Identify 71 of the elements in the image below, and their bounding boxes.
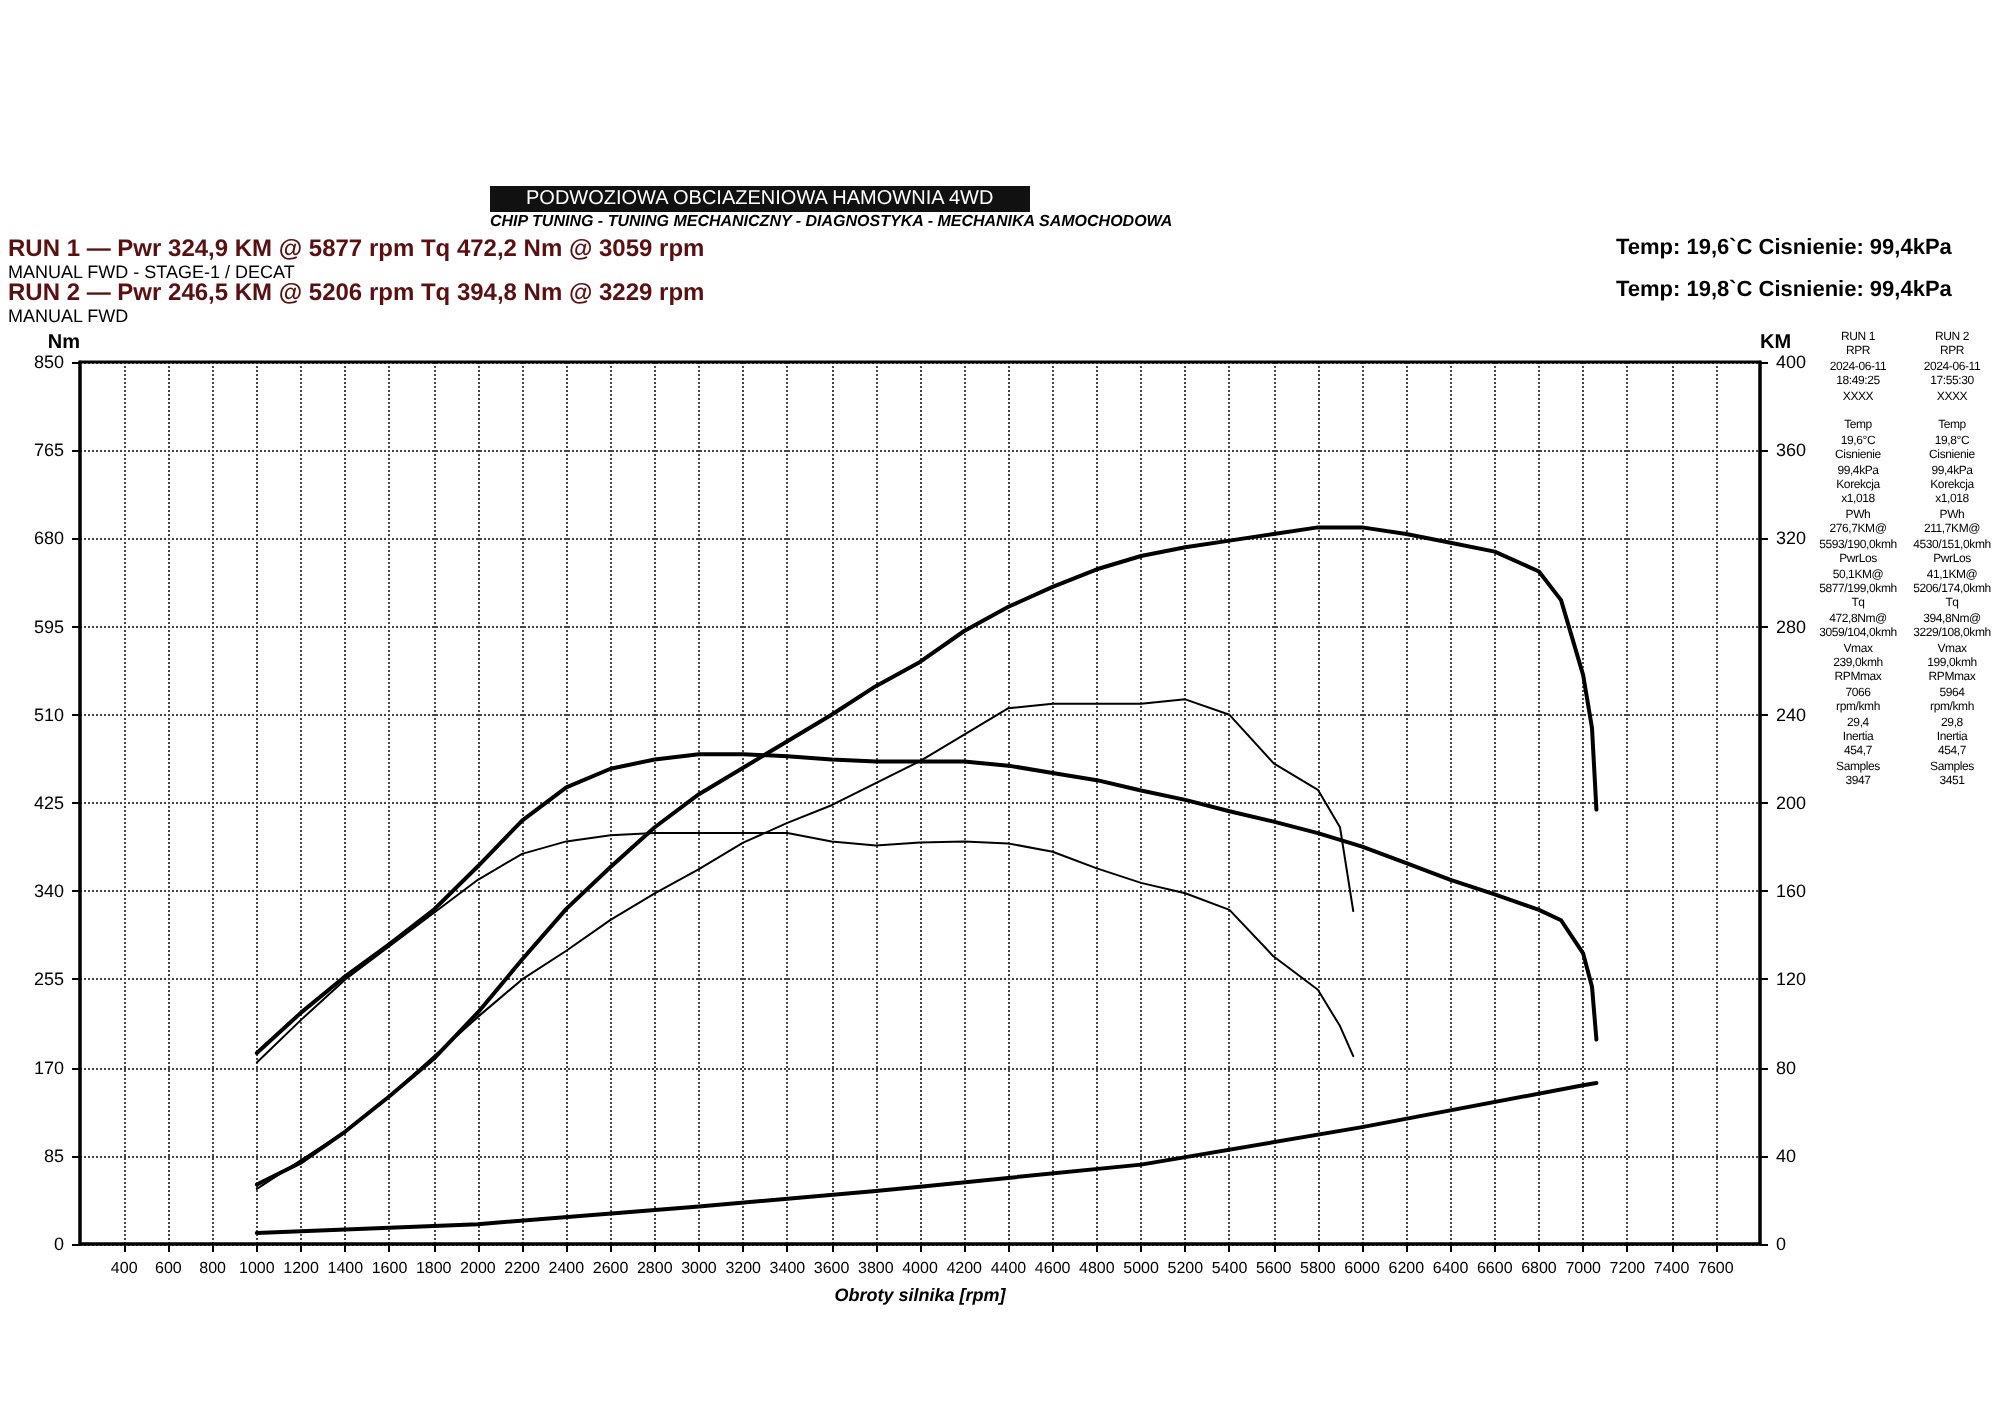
y2-tick-label: 360 [1776, 440, 1807, 461]
y2-tick-label: 400 [1776, 352, 1807, 372]
x-tick-label: 5600 [1255, 1259, 1293, 1277]
text: CHIP TUNING - TUNING MECHANICZNY - DIAGNOSTYKA - MECHANIKA SAMOCHODOWA [490, 212, 1173, 230]
x-tick-label: 5400 [1211, 1259, 1249, 1277]
text: RUN 1 — Pwr 324,9 KM @ 5877 rpm Tq 472,2 Nm @ 3059 rpm [8, 234, 705, 262]
x-tick-label: 6200 [1388, 1259, 1426, 1277]
x-tick-label: 5800 [1300, 1259, 1337, 1277]
y2-tick-label: 280 [1776, 616, 1807, 637]
x-tick-label: 6800 [1521, 1259, 1558, 1277]
text: PODWOZIOWA OBCIAZENIOWA HAMOWNIA 4WD [490, 186, 1030, 212]
y-tick-label: 0 [53, 1234, 64, 1254]
y2-tick-label: 0 [1776, 1234, 1787, 1254]
x-tick-label: 1600 [371, 1259, 409, 1277]
x-tick-label: 1200 [283, 1259, 320, 1277]
y-tick-label: 425 [33, 793, 64, 813]
y-tick-label: 510 [33, 704, 64, 725]
y2-tick-label: 120 [1776, 969, 1807, 990]
x-tick-label: 3800 [857, 1259, 895, 1277]
y-tick-label: 595 [33, 616, 64, 637]
x-tick-label: 5000 [1123, 1259, 1160, 1277]
y2-tick-label: 240 [1776, 704, 1807, 725]
x-tick-label: 3400 [769, 1259, 807, 1277]
y-tick-label: 765 [33, 440, 64, 461]
x-tick-label: 3600 [813, 1259, 851, 1277]
x-tick-label: 2200 [504, 1259, 541, 1277]
x-tick-label: 7000 [1565, 1259, 1603, 1277]
x-tick-label: 2400 [548, 1259, 586, 1277]
y2-tick-label: 40 [1776, 1145, 1797, 1166]
x-tick-label: 2000 [460, 1259, 497, 1277]
y-tick-label: 850 [33, 352, 64, 372]
x-tick-label: 7600 [1697, 1259, 1735, 1277]
x-tick-label: 5200 [1167, 1259, 1205, 1277]
x-tick-label: 6400 [1432, 1259, 1470, 1277]
y2-tick-label: 80 [1776, 1057, 1797, 1078]
x-tick-label: 4800 [1079, 1259, 1116, 1277]
x-tick-label: 4600 [1034, 1259, 1072, 1277]
x-tick-label: 3000 [681, 1259, 718, 1277]
x-tick-label: 4000 [902, 1259, 939, 1277]
line-series [254, 1081, 1599, 1235]
x-tick-label: 3200 [725, 1259, 763, 1277]
x-tick-label: 1400 [327, 1259, 365, 1277]
x-tick-label: 4400 [990, 1259, 1028, 1277]
x-tick-label: 6600 [1476, 1259, 1514, 1277]
x-tick-label: 400 [110, 1259, 139, 1277]
text: RUN 2 — Pwr 246,5 KM @ 5206 rpm Tq 394,8 Nm @ 3229 rpm [8, 278, 705, 306]
x-tick-label: 2600 [592, 1259, 630, 1277]
y-tick-label: 170 [33, 1057, 64, 1078]
x-tick-label: 600 [155, 1259, 183, 1277]
y-axis-title: Nm [47, 332, 81, 355]
y2-tick-label: 160 [1776, 881, 1807, 902]
x-axis-title: Obroty silnika [rpm] [834, 1284, 1008, 1305]
y2-tick-label: 200 [1776, 793, 1807, 813]
y-tick-label: 255 [33, 969, 64, 990]
y-tick-label: 340 [33, 881, 64, 902]
text: Temp: 19,6`C Cisnienie: 99,4kPa [1616, 236, 1952, 260]
text: Temp: 19,8`C Cisnienie: 99,4kPa [1616, 278, 1952, 302]
y2-axis-title: KM [1760, 332, 1792, 355]
x-tick-label: 7200 [1609, 1259, 1647, 1277]
x-tick-label: 6000 [1344, 1259, 1381, 1277]
x-tick-label: 2800 [636, 1259, 674, 1277]
y-tick-label: 85 [43, 1145, 64, 1166]
x-tick-label: 7400 [1653, 1259, 1691, 1277]
text: MANUAL FWD [8, 306, 129, 326]
x-tick-label: 1000 [239, 1259, 276, 1277]
y-tick-label: 680 [33, 528, 64, 549]
x-tick-label: 1800 [415, 1259, 453, 1277]
text: MANUAL FWD - STAGE-1 / DECAT [8, 262, 295, 282]
x-tick-label: 4200 [946, 1259, 984, 1277]
y2-tick-label: 320 [1776, 528, 1807, 549]
x-tick-label: 800 [199, 1259, 228, 1277]
